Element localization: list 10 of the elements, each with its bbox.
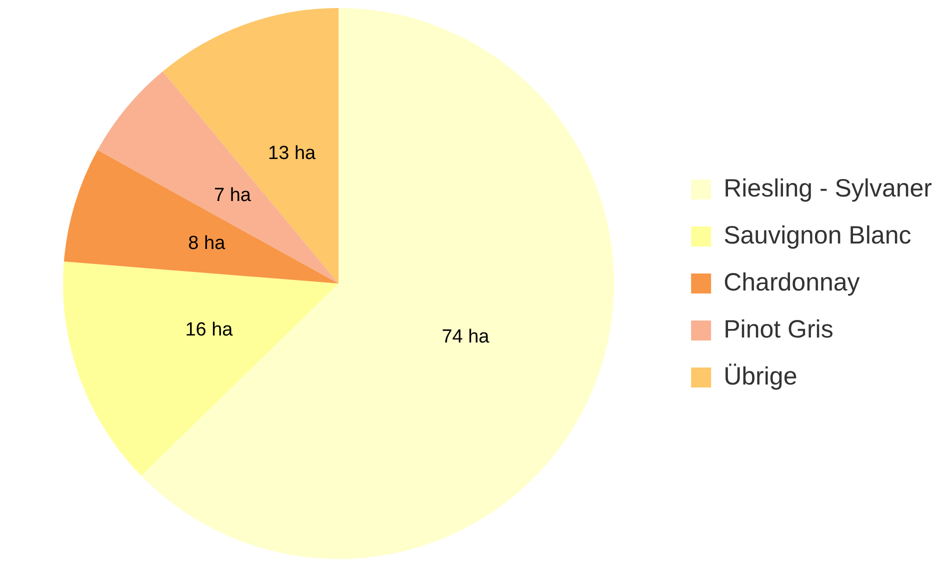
data-label: 13 ha [268, 143, 316, 164]
legend-label: Übrige [724, 362, 798, 390]
legend-label: Riesling - Sylvaner [724, 174, 932, 202]
data-label: 7 ha [214, 184, 252, 206]
data-label: 8 ha [188, 232, 226, 254]
data-label: 74 ha [442, 326, 490, 348]
data-label: 16 ha [185, 319, 234, 340]
legend-label: Pinot Gris [724, 315, 834, 344]
legend-label: Chardonnay [724, 268, 860, 296]
legend-label: Sauvignon Blanc [724, 221, 912, 250]
